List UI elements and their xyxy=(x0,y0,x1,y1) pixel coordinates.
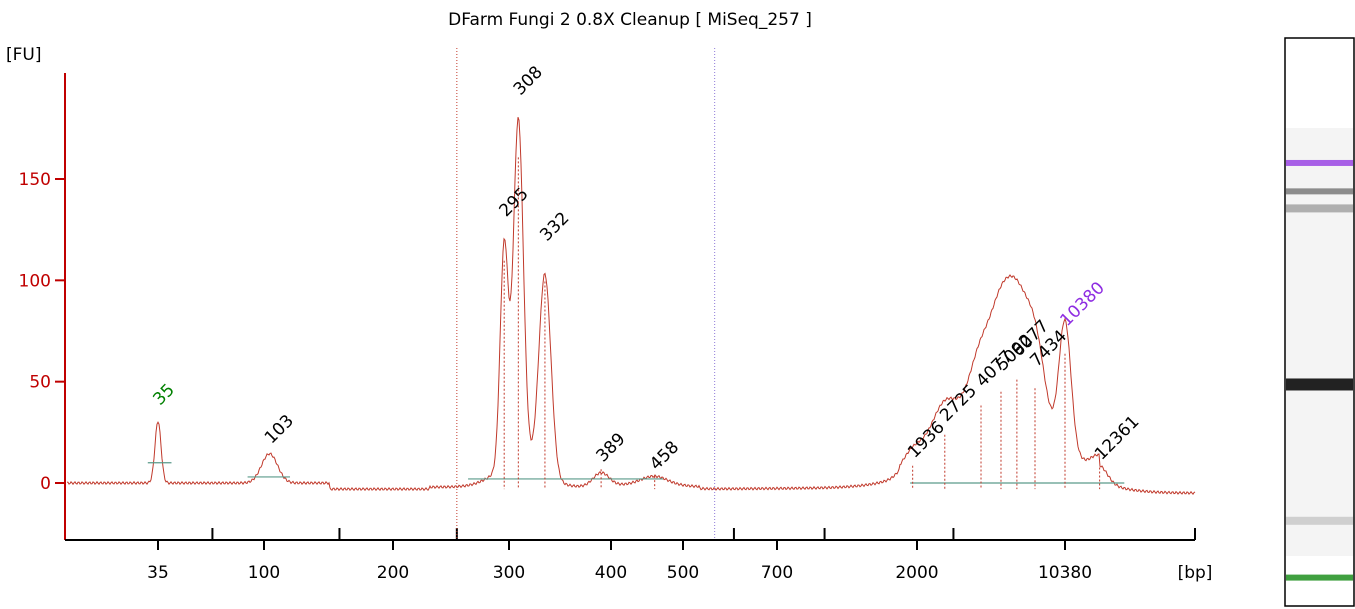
plot-area: 0 50 100 150 35 100 200 300 400 500 700 2000 10380 35… xyxy=(19,48,1196,583)
peak-label: 389 xyxy=(593,429,630,466)
y-tick-label: 0 xyxy=(40,474,51,494)
peak-label: 295 xyxy=(496,184,533,221)
peak-label: 10380 xyxy=(1056,278,1108,330)
x-tick-label: 200 xyxy=(377,563,409,583)
peak-label: 458 xyxy=(646,437,683,474)
peak-label: 2725 xyxy=(936,381,981,426)
x-axis-label: [bp] xyxy=(1178,563,1213,583)
trace-line xyxy=(66,117,1196,496)
y-tick-label: 100 xyxy=(19,271,51,291)
y-tick-label: 50 xyxy=(29,373,51,393)
gel-band xyxy=(1286,159,1353,166)
gel-band xyxy=(1286,204,1353,213)
x-tick-label: 10380 xyxy=(1038,563,1092,583)
y-axis-label: [FU] xyxy=(6,45,42,65)
gel-band xyxy=(1286,516,1353,525)
peak-label: 35 xyxy=(149,380,178,409)
x-tick-label: 300 xyxy=(493,563,525,583)
chart-title: DFarm Fungi 2 0.8X Cleanup [ MiSeq_257 ] xyxy=(448,10,812,30)
x-tick-label: 100 xyxy=(248,563,280,583)
gel-lane-bg xyxy=(1286,128,1353,556)
peak-label: 332 xyxy=(536,208,573,245)
x-tick-label: 700 xyxy=(761,563,793,583)
gel-band xyxy=(1286,574,1353,581)
peak-label: 12361 xyxy=(1091,412,1143,464)
x-tick-label: 35 xyxy=(147,563,169,583)
gel-band xyxy=(1286,378,1353,391)
x-tick-label: 2000 xyxy=(895,563,938,583)
peak-label: 103 xyxy=(261,411,298,448)
x-tick-label: 400 xyxy=(595,563,627,583)
gel-lane xyxy=(1284,37,1355,607)
x-tick-label: 500 xyxy=(667,563,699,583)
gel-band xyxy=(1286,188,1353,195)
y-tick-label: 150 xyxy=(19,170,51,190)
peak-label: 1936 xyxy=(904,418,949,463)
peak-label: 308 xyxy=(510,62,547,99)
